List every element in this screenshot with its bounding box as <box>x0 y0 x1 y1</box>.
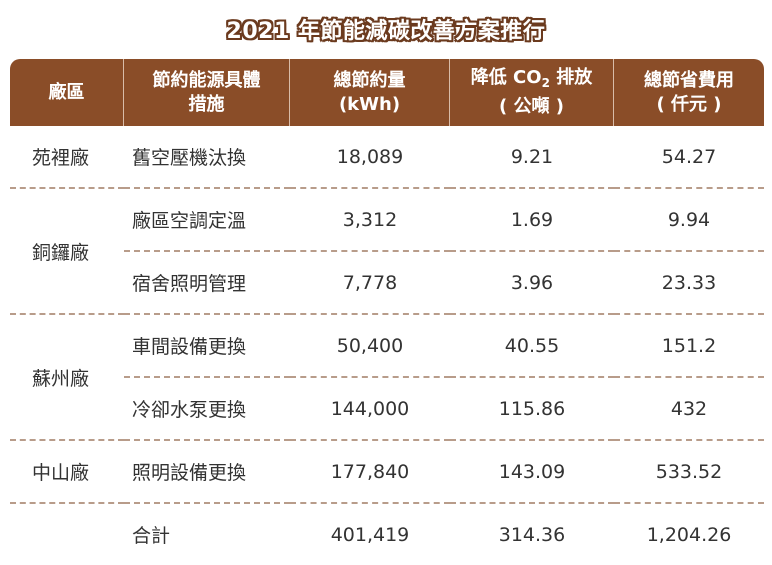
factory-cell: 中山廠 <box>10 441 124 504</box>
total-label: 合計 <box>124 504 290 565</box>
co2-cell: 115.86 <box>450 378 614 441</box>
energy-saving-table: 廠區 節約能源具體 措施 總節約量 (kWh) 降低 CO2 排放( 公噸 ) 總節… <box>10 59 764 565</box>
factory-cell: 銅鑼廠 <box>10 189 124 315</box>
header-measure: 節約能源具體 措施 <box>124 59 290 126</box>
table-row: 中山廠 照明設備更換 177,840 143.09 533.52 <box>10 441 764 504</box>
header-factory: 廠區 <box>10 59 124 126</box>
co2-cell: 9.21 <box>450 126 614 189</box>
table-row: 銅鑼廠 廠區空調定溫 3,312 1.69 9.94 <box>10 189 764 315</box>
cost-cell: 533.52 <box>614 441 764 504</box>
co2-cell: 3.96 <box>450 252 614 315</box>
measure-cell: 廠區空調定溫 <box>124 189 290 252</box>
co2-cell: 1.69 <box>450 189 614 252</box>
cost-cell: 9.94 <box>614 189 764 252</box>
page-title: 2021 年節能減碳改善方案推行 <box>226 19 546 44</box>
factory-cell: 苑裡廠 <box>10 126 124 189</box>
total-cost: 1,204.26 <box>614 504 764 565</box>
table-row: 苑裡廠 舊空壓機汰換 18,089 9.21 54.27 <box>10 126 764 189</box>
cost-cell: 23.33 <box>614 252 764 315</box>
co2-cell: 143.09 <box>450 441 614 504</box>
energy-cell: 50,400 <box>290 315 450 378</box>
co2-cell: 40.55 <box>450 315 614 378</box>
total-energy: 401,419 <box>290 504 450 565</box>
energy-cell: 3,312 <box>290 189 450 252</box>
cost-cell: 54.27 <box>614 126 764 189</box>
table-row: 冷卻水泵更換 144,000 115.86 432 <box>10 378 764 441</box>
measure-cell: 車間設備更換 <box>124 315 290 378</box>
energy-cell: 177,840 <box>290 441 450 504</box>
energy-cell: 7,778 <box>290 252 450 315</box>
table-row: 宿舍照明管理 7,778 3.96 23.33 <box>10 252 764 315</box>
energy-cell: 144,000 <box>290 378 450 441</box>
measure-cell: 照明設備更換 <box>124 441 290 504</box>
measure-cell: 舊空壓機汰換 <box>124 126 290 189</box>
cost-cell: 151.2 <box>614 315 764 378</box>
measure-cell: 冷卻水泵更換 <box>124 378 290 441</box>
header-energy: 總節約量 (kWh) <box>290 59 450 126</box>
energy-cell: 18,089 <box>290 126 450 189</box>
header-cost: 總節省費用( 仟元 ) <box>614 59 764 126</box>
header-co2: 降低 CO2 排放( 公噸 ) <box>450 59 614 126</box>
total-empty-cell <box>10 504 124 565</box>
table-row: 蘇州廠 車間設備更換 50,400 40.55 151.2 <box>10 315 764 441</box>
total-co2: 314.36 <box>450 504 614 565</box>
cost-cell: 432 <box>614 378 764 441</box>
factory-cell: 蘇州廠 <box>10 315 124 441</box>
measure-cell: 宿舍照明管理 <box>124 252 290 315</box>
header-row: 廠區 節約能源具體 措施 總節約量 (kWh) 降低 CO2 排放( 公噸 ) 總節… <box>10 59 764 126</box>
total-row: 合計 401,419 314.36 1,204.26 <box>10 504 764 565</box>
